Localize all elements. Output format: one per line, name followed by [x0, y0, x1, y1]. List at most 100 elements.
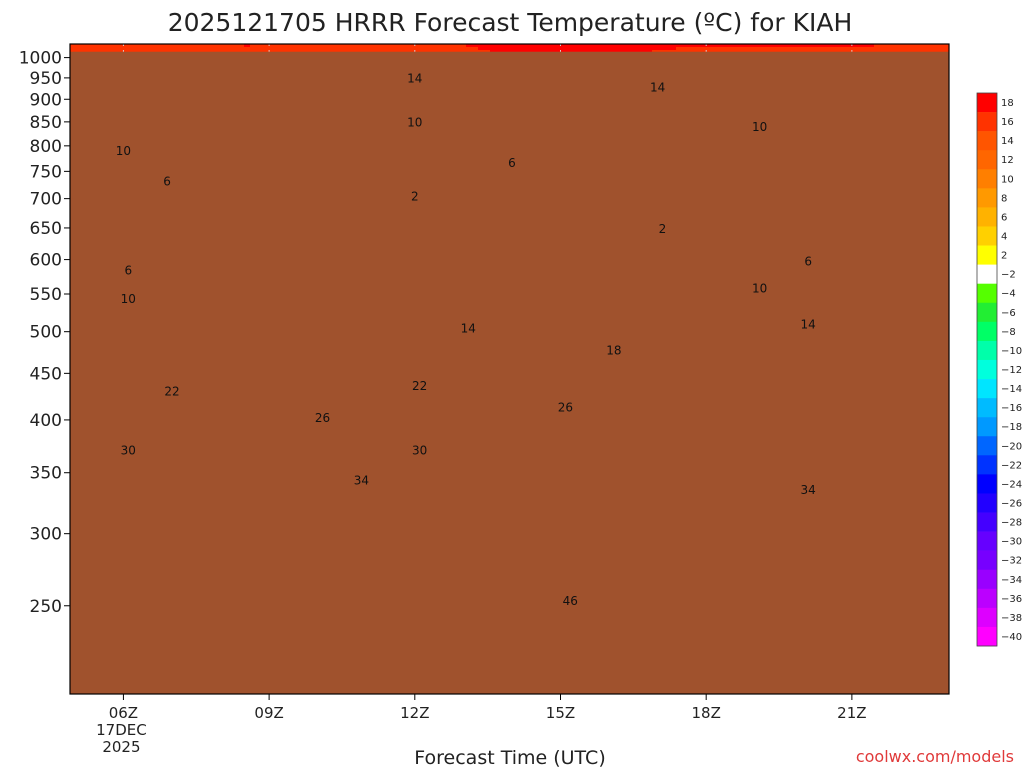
x-tick-label: 18Z — [691, 704, 720, 722]
y-tick-label: 700 — [30, 190, 62, 210]
temp-cell — [376, 44, 383, 57]
temp-cell — [316, 44, 323, 57]
colorbar-label: 10 — [1001, 174, 1014, 185]
contour-label: 30 — [412, 444, 427, 458]
x-tick-label: 06Z — [109, 704, 138, 722]
temp-cell — [268, 44, 275, 57]
temp-cell — [754, 44, 761, 48]
contour-label: 6 — [163, 175, 171, 189]
temp-cell — [634, 44, 641, 54]
contour-label: 10 — [116, 144, 131, 158]
temp-cell — [472, 44, 479, 48]
colorbar-label: −28 — [1001, 518, 1022, 529]
colorbar-swatch — [977, 245, 997, 265]
contour-label: 6 — [508, 156, 516, 170]
temp-cell — [826, 44, 833, 48]
contour-label: 2 — [659, 222, 667, 236]
colorbar-swatch — [977, 321, 997, 342]
contour-label: 14 — [801, 318, 816, 332]
temp-cell — [508, 44, 515, 57]
colorbar-swatch — [977, 398, 997, 418]
temp-cell — [784, 44, 791, 48]
x-axis-label: Forecast Time (UTC) — [414, 747, 605, 768]
x-tick-label: 12Z — [400, 704, 429, 722]
y-axis-ticks: 250 300 350 400 450 500 550 600 650 700 750 800 850 9… — [19, 49, 70, 617]
colorbar-label: −16 — [1001, 403, 1022, 414]
y-tick-label: 850 — [30, 113, 62, 133]
contour-label: 6 — [804, 255, 812, 269]
temp-cell — [814, 44, 821, 48]
contour-label: 14 — [407, 72, 422, 86]
colorbar-label: 12 — [1001, 155, 1014, 166]
y-tick-label: 400 — [30, 411, 62, 431]
contour-label: 10 — [121, 292, 136, 306]
temp-cell — [478, 44, 485, 51]
temp-cell — [400, 44, 407, 57]
temp-cell — [724, 44, 731, 48]
colorbar-label: −30 — [1001, 537, 1022, 548]
temp-cell — [286, 44, 293, 57]
colorbar-label: 4 — [1001, 232, 1007, 243]
contour-label: 34 — [354, 474, 369, 488]
temp-cell — [850, 44, 857, 48]
colorbar-label: −24 — [1001, 479, 1022, 490]
contour-label: 22 — [164, 384, 179, 398]
temp-cell — [304, 44, 311, 57]
colorbar-swatch — [977, 283, 997, 304]
temp-cell — [682, 44, 689, 48]
credit-text[interactable]: coolwx.com/models — [856, 747, 1014, 766]
temp-cell — [742, 44, 749, 48]
temp-cell — [340, 44, 347, 57]
temp-cell — [802, 44, 809, 48]
temp-cell — [748, 44, 755, 48]
y-tick-label: 300 — [30, 525, 62, 545]
colorbar-swatch — [977, 588, 997, 609]
temp-cell — [688, 44, 695, 48]
colorbar-label: −36 — [1001, 594, 1022, 605]
plot-frame — [69, 43, 950, 695]
temp-cell — [808, 44, 815, 48]
colorbar-swatch — [977, 379, 997, 399]
x-tick-label: 21Z — [837, 704, 866, 722]
temp-cell — [700, 44, 707, 48]
colorbar-swatch — [977, 340, 997, 361]
colorbar-swatch — [977, 474, 997, 494]
colorbar-label: 14 — [1001, 136, 1014, 147]
y-tick-label: 900 — [30, 90, 62, 110]
temp-cell — [364, 44, 371, 57]
colorbar-label: 16 — [1001, 117, 1014, 128]
x-tick-year: 2025 — [102, 738, 140, 756]
temp-cell — [616, 44, 623, 57]
temp-cell — [796, 44, 803, 48]
y-tick-label: 550 — [30, 285, 62, 305]
temp-cell — [280, 44, 287, 57]
temp-cell — [604, 44, 611, 57]
colorbar-label: −34 — [1001, 575, 1022, 586]
temp-cell — [706, 44, 713, 48]
colorbar-swatch — [977, 150, 997, 170]
y-tick-label: 650 — [30, 219, 62, 239]
temp-cell — [502, 44, 509, 57]
contour-label: 34 — [801, 483, 816, 497]
colorbar-label: 18 — [1001, 98, 1014, 109]
temp-cell — [640, 44, 647, 54]
contour-label: 10 — [752, 281, 767, 295]
colorbar-label: −2 — [1001, 270, 1016, 281]
contour-label: 14 — [650, 81, 665, 95]
contour-label: 10 — [407, 115, 422, 129]
contour-label: 6 — [124, 263, 132, 277]
temp-cell — [496, 44, 503, 54]
colorbar-swatch — [977, 207, 997, 227]
temp-cell — [298, 44, 305, 57]
temp-cell — [346, 44, 353, 57]
colorbar-swatch — [977, 359, 997, 380]
temp-cell — [334, 44, 341, 57]
y-tick-label: 800 — [30, 137, 62, 157]
temp-cell — [352, 44, 359, 57]
colorbar-swatch — [977, 493, 997, 513]
colorbar-swatch — [977, 226, 997, 246]
colorbar-swatch — [977, 302, 997, 323]
colorbar-swatch — [977, 626, 997, 647]
